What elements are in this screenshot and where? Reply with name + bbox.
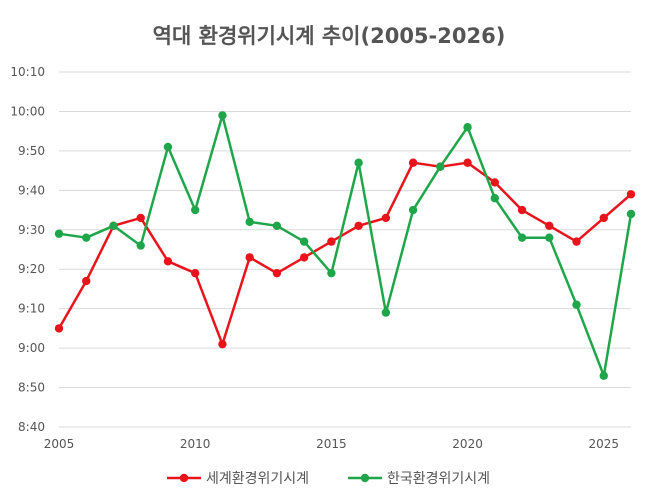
y-tick-label: 8:50 (18, 381, 45, 395)
data-point-series-2 (408, 205, 418, 215)
legend-label: 세계환경위기시계 (206, 471, 309, 487)
y-tick-label: 9:10 (18, 302, 45, 316)
y-tick-label: 10:10 (10, 65, 45, 79)
data-point-series-1 (572, 237, 581, 246)
data-point-series-2 (517, 233, 527, 242)
data-point-series-2 (436, 162, 445, 171)
data-point-series-1 (218, 339, 227, 349)
x-tick-label: 2010 (180, 437, 211, 451)
data-point-series-2 (218, 111, 227, 120)
data-point-series-2 (381, 308, 391, 317)
series-line-1 (57, 161, 632, 346)
data-point-series-1 (327, 237, 336, 246)
data-point-series-2 (272, 221, 282, 231)
data-point-series-1 (626, 190, 636, 199)
data-point-series-1 (272, 268, 282, 278)
data-point-series-1 (354, 221, 363, 231)
y-tick-label: 9:40 (18, 183, 45, 197)
data-point-series-2 (245, 217, 254, 227)
data-point-series-2 (463, 123, 472, 132)
data-point-series-1 (381, 213, 391, 223)
data-point-series-1 (599, 213, 608, 223)
y-tick-label: 9:50 (18, 144, 45, 158)
data-point-series-1 (82, 276, 91, 286)
y-tick-label: 9:20 (18, 262, 45, 276)
data-point-series-1 (54, 324, 64, 333)
data-point-series-1 (463, 158, 472, 167)
y-tick-label: 8:40 (18, 420, 45, 434)
x-tick-label: 2025 (588, 437, 619, 451)
data-point-series-1 (190, 268, 200, 278)
data-point-series-1 (490, 178, 500, 187)
data-point-series-1 (545, 221, 554, 231)
legend-marker (360, 473, 370, 483)
y-tick-label: 10:00 (10, 104, 45, 118)
chart-title: 역대 환경위기시계 추이(2005-2026) (152, 24, 506, 48)
y-tick-label: 9:00 (18, 341, 45, 355)
data-point-series-2 (299, 237, 309, 246)
data-point-series-1 (408, 158, 418, 167)
x-tick-label: 2005 (44, 437, 75, 451)
data-point-series-2 (327, 268, 336, 278)
data-point-series-2 (109, 221, 118, 231)
data-point-series-1 (245, 253, 254, 262)
data-point-series-1 (136, 213, 145, 223)
legend-label: 한국환경위기시계 (387, 471, 490, 487)
data-point-series-1 (517, 205, 527, 215)
data-point-series-2 (82, 233, 91, 242)
data-point-series-2 (54, 229, 64, 238)
data-point-series-2 (163, 142, 173, 152)
data-point-series-2 (190, 205, 200, 215)
y-tick-label: 9:30 (18, 223, 45, 237)
data-point-series-2 (490, 194, 500, 203)
x-tick-label: 2015 (316, 437, 347, 451)
legend-marker (179, 473, 189, 483)
data-point-series-2 (572, 300, 581, 309)
data-point-series-2 (545, 233, 554, 242)
data-point-series-2 (354, 158, 363, 167)
series-line-2 (58, 114, 633, 377)
x-tick-label: 2020 (452, 437, 483, 451)
data-point-series-2 (599, 371, 608, 380)
data-point-series-1 (163, 257, 173, 266)
data-point-series-1 (299, 253, 309, 262)
data-point-series-2 (136, 241, 145, 250)
data-point-series-2 (626, 209, 636, 219)
